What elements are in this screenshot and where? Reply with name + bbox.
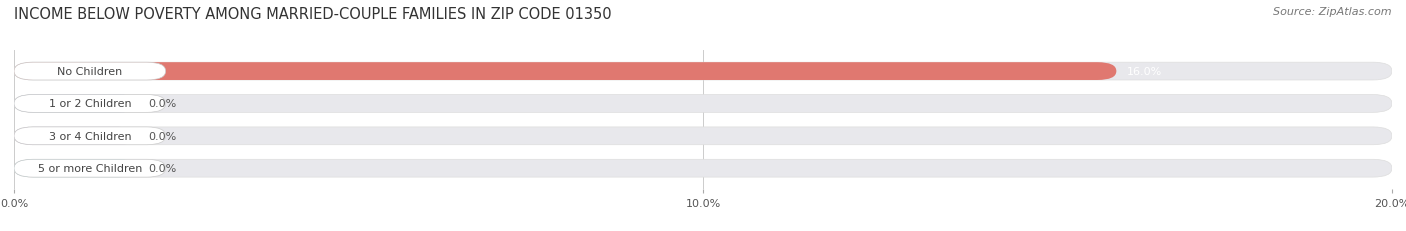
Text: 3 or 4 Children: 3 or 4 Children [49, 131, 131, 141]
Text: 5 or more Children: 5 or more Children [38, 164, 142, 173]
Text: 0.0%: 0.0% [149, 131, 177, 141]
FancyBboxPatch shape [14, 160, 1392, 177]
Text: 1 or 2 Children: 1 or 2 Children [49, 99, 131, 109]
FancyBboxPatch shape [14, 127, 1392, 145]
FancyBboxPatch shape [14, 160, 166, 177]
Text: No Children: No Children [58, 67, 122, 77]
Text: INCOME BELOW POVERTY AMONG MARRIED-COUPLE FAMILIES IN ZIP CODE 01350: INCOME BELOW POVERTY AMONG MARRIED-COUPL… [14, 7, 612, 22]
Text: 16.0%: 16.0% [1126, 67, 1161, 77]
FancyBboxPatch shape [14, 95, 166, 113]
FancyBboxPatch shape [14, 95, 138, 113]
Text: 0.0%: 0.0% [149, 164, 177, 173]
FancyBboxPatch shape [14, 127, 166, 145]
FancyBboxPatch shape [14, 63, 1116, 81]
FancyBboxPatch shape [14, 63, 1392, 81]
Text: 0.0%: 0.0% [149, 99, 177, 109]
FancyBboxPatch shape [14, 63, 166, 81]
FancyBboxPatch shape [14, 160, 138, 177]
FancyBboxPatch shape [14, 95, 1392, 113]
Text: Source: ZipAtlas.com: Source: ZipAtlas.com [1274, 7, 1392, 17]
FancyBboxPatch shape [14, 127, 138, 145]
